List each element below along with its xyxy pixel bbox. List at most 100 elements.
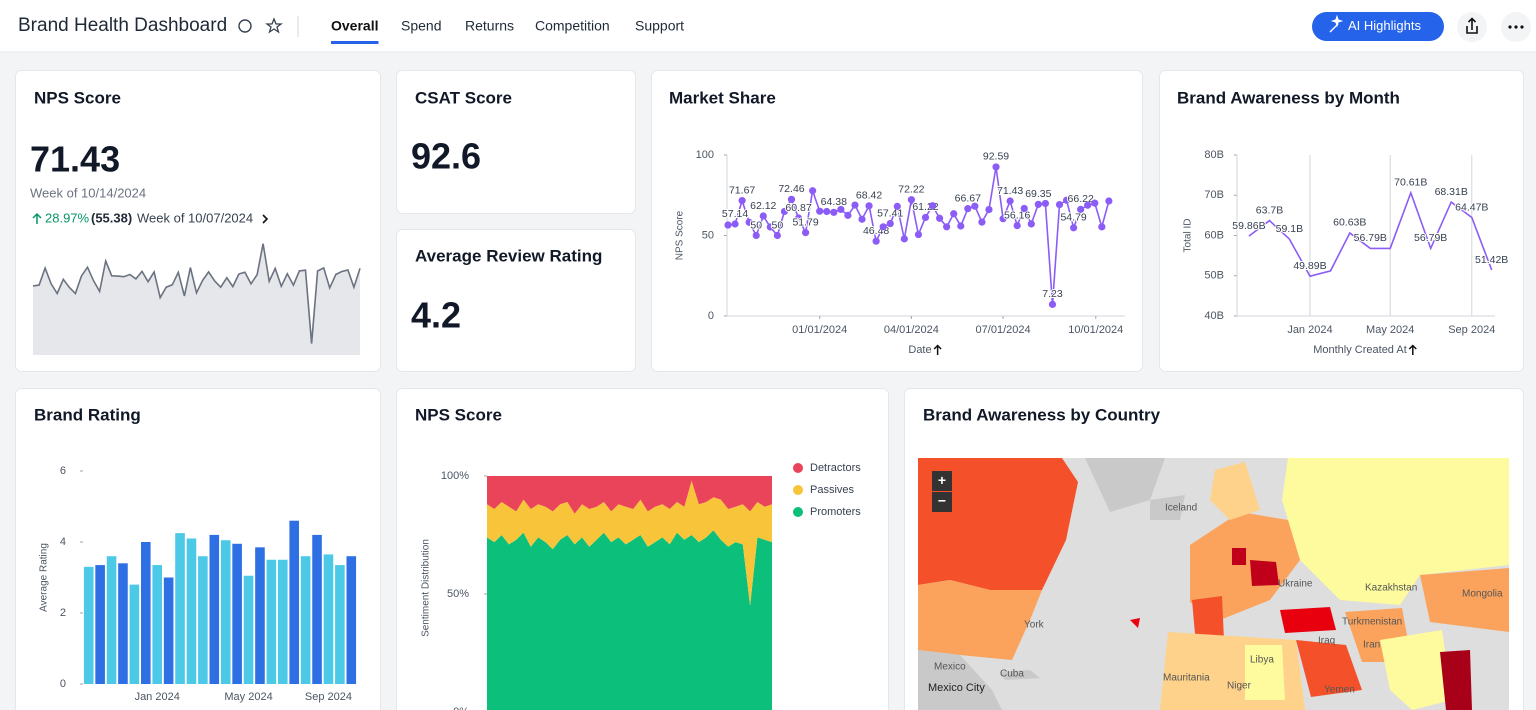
- point: [787, 195, 796, 203]
- data-label: 56.79B: [1354, 232, 1387, 244]
- point: [971, 202, 979, 210]
- point: [837, 205, 845, 214]
- country: [1190, 512, 1300, 622]
- x-tick-label: 01/01/2024: [792, 324, 847, 336]
- x-tick-label: 10/01/2024: [1068, 324, 1123, 336]
- x-axis-label: Monthly Created At: [1313, 344, 1407, 356]
- sort-icon: [933, 344, 942, 355]
- point: [943, 223, 951, 231]
- zoom-in-button[interactable]: [932, 471, 952, 491]
- country: [1296, 640, 1362, 697]
- card-title: Market Share: [669, 88, 776, 107]
- x-tick-label: Sep 2024: [305, 691, 352, 703]
- y-tick-label: 4: [60, 536, 66, 548]
- map-label: Iraq: [1318, 636, 1335, 647]
- review-card: [396, 229, 636, 372]
- x-tick-label: 07/01/2024: [976, 324, 1031, 336]
- point: [851, 201, 859, 209]
- legend-label: Detractors: [810, 462, 861, 474]
- country: [1245, 645, 1285, 700]
- legend-label: Promoters: [810, 506, 861, 518]
- point: [816, 207, 824, 215]
- bar: [335, 565, 345, 684]
- point: [1070, 224, 1078, 232]
- country: [1210, 462, 1260, 520]
- bar: [140, 542, 151, 684]
- up-arrow: [32, 212, 42, 224]
- point: [766, 223, 774, 231]
- zoom-out-button[interactable]: [932, 492, 952, 512]
- chevron[interactable]: [262, 214, 269, 224]
- map[interactable]: + − Iceland Ukraine Kazakhstan Mongolia Turk…: [918, 458, 1509, 710]
- x-tick-label: May 2024: [224, 691, 272, 703]
- bar: [118, 563, 128, 684]
- map-label: Cuba: [1000, 669, 1024, 680]
- country: [1282, 458, 1509, 605]
- data-label: 60.63B: [1333, 217, 1366, 229]
- kpi-change: 28.97%: [45, 210, 90, 225]
- tab[interactable]: Returns: [465, 18, 514, 34]
- point: [773, 231, 781, 240]
- data-label: 49.89B: [1293, 260, 1326, 272]
- x-tick-label: Jan 2024: [1287, 324, 1332, 336]
- tab[interactable]: Support: [635, 18, 684, 34]
- data-label: 50: [772, 219, 784, 231]
- y-tick-label: 2: [60, 607, 66, 619]
- country: [1250, 560, 1279, 586]
- ai-highlights-label[interactable]: AI Highlights: [1348, 18, 1421, 33]
- point: [1105, 197, 1113, 205]
- bar: [255, 547, 265, 684]
- data-label: 71.67: [729, 184, 755, 196]
- x-tick-label: 04/01/2024: [884, 324, 939, 336]
- data-label: 64.38: [821, 196, 847, 208]
- bar: [232, 543, 242, 684]
- tab[interactable]: Overall: [331, 18, 378, 34]
- zoom-in-label[interactable]: +: [938, 472, 946, 488]
- bar: [95, 565, 105, 684]
- map-label: Turkmenistan: [1342, 617, 1402, 628]
- y-tick-label: 6: [60, 465, 66, 477]
- legend-swatch: [793, 463, 803, 473]
- point: [886, 219, 894, 228]
- map-label: Mongolia: [1462, 589, 1503, 600]
- point: [1006, 197, 1014, 205]
- point: [879, 223, 887, 231]
- ai-highlights-button[interactable]: [1312, 12, 1444, 41]
- favorite-icon[interactable]: [265, 17, 283, 34]
- tabs: Overall Spend Returns Competition Support: [331, 18, 684, 44]
- data-label: 72.46: [778, 183, 804, 195]
- point: [865, 202, 873, 210]
- country: [1280, 607, 1336, 633]
- point: [921, 213, 930, 222]
- y-tick-label: 50B: [1204, 270, 1224, 282]
- bar: [312, 534, 322, 684]
- info-icon[interactable]: [238, 19, 252, 33]
- data-label: 50: [750, 219, 762, 231]
- point: [1027, 220, 1035, 228]
- data-label: 64.47B: [1455, 201, 1488, 213]
- point: [858, 215, 866, 223]
- tab[interactable]: Competition: [535, 18, 610, 34]
- point: [1077, 205, 1085, 213]
- map-label: Mexico City: [928, 682, 985, 694]
- bar: [106, 556, 117, 684]
- point: [759, 212, 767, 220]
- tab[interactable]: Spend: [401, 18, 441, 34]
- data-label: 51.79: [792, 216, 818, 228]
- y-tick-label: 60B: [1204, 229, 1224, 241]
- map-label: Ukraine: [1278, 579, 1313, 590]
- active-tab-indicator: [331, 41, 379, 44]
- bar: [266, 559, 277, 684]
- data-label: 60.87: [785, 202, 811, 214]
- x-axis-label: Date: [908, 344, 931, 356]
- y-axis-label: Total ID: [1183, 219, 1194, 253]
- y-tick-label: 100: [696, 149, 714, 161]
- map-label: Niger: [1227, 681, 1252, 692]
- y-tick-label: 100%: [441, 470, 469, 482]
- y-tick-label: 0: [708, 310, 714, 322]
- more-dot: [1508, 25, 1512, 29]
- zoom-out-label[interactable]: −: [938, 493, 946, 509]
- map-label: Yemen: [1324, 685, 1355, 696]
- point: [1062, 196, 1071, 204]
